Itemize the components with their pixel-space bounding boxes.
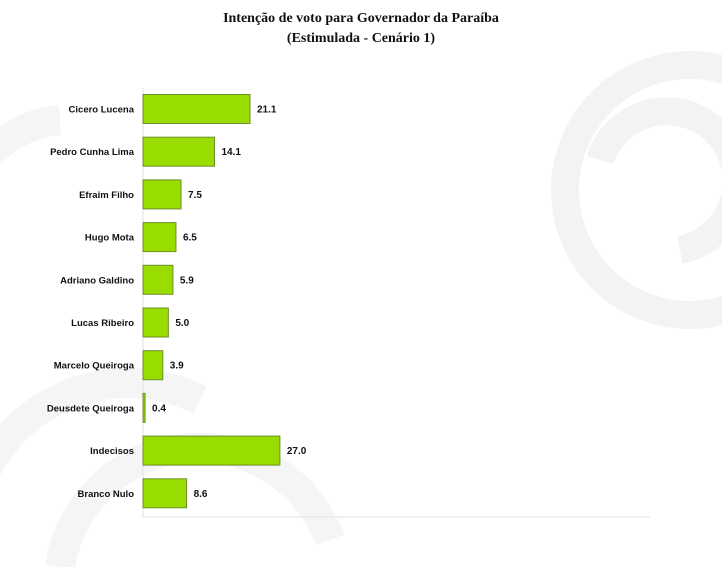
bar [142, 350, 164, 381]
category-label: Efraim Filho [79, 190, 134, 201]
category-label: Branco Nulo [78, 489, 135, 500]
data-label: 8.6 [194, 489, 208, 500]
bar [142, 478, 188, 509]
category-label: Pedro Cunha Lima [50, 147, 135, 158]
bar [142, 435, 281, 466]
bar [142, 179, 182, 210]
bar [142, 222, 177, 253]
data-label: 14.1 [221, 147, 241, 158]
bar [142, 307, 169, 338]
data-label: 3.9 [170, 361, 184, 372]
category-label: Hugo Mota [85, 233, 135, 244]
category-label: Cicero Lucena [69, 105, 135, 116]
data-label: 5.0 [175, 318, 189, 329]
category-label: Lucas Ribeiro [71, 318, 134, 329]
category-label: Adriano Galdino [60, 275, 134, 286]
chart-title: Intenção de voto para Governador da Para… [223, 11, 499, 26]
data-label: 27.0 [287, 446, 307, 457]
data-label: 0.4 [152, 403, 166, 414]
data-label: 7.5 [188, 190, 202, 201]
category-label: Marcelo Queiroga [54, 361, 135, 372]
category-label: Indecisos [90, 446, 134, 457]
data-label: 6.5 [183, 233, 197, 244]
bar [142, 94, 251, 124]
bar [142, 392, 146, 423]
bar [142, 136, 215, 167]
data-label: 21.1 [257, 105, 277, 116]
category-label: Deusdete Queiroga [47, 403, 135, 414]
data-label: 5.9 [180, 275, 194, 286]
bar [142, 264, 174, 295]
chart-subtitle: (Estimulada - Cenário 1) [286, 31, 436, 46]
